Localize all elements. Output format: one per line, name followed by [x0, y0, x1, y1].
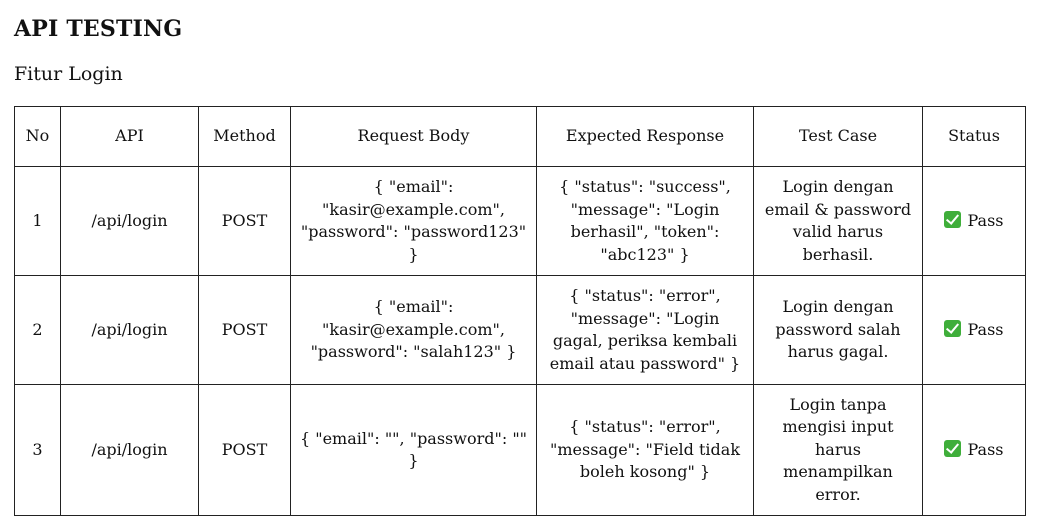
cell-method: POST [198, 166, 291, 276]
cell-request-body: { "email": "kasir@example.com", "passwor… [290, 166, 537, 276]
table-row: 3 /api/login POST { "email": "", "passwo… [14, 384, 1026, 516]
table-row: 1 /api/login POST { "email": "kasir@exam… [14, 166, 1026, 276]
api-test-table: No API Method Request Body Expected Resp… [14, 106, 1026, 516]
cell-status: Pass [922, 275, 1026, 385]
table-row: 2 /api/login POST { "email": "kasir@exam… [14, 275, 1026, 385]
page-subtitle: Fitur Login [14, 63, 123, 85]
cell-api: /api/login [60, 275, 199, 385]
cell-api: /api/login [60, 166, 199, 276]
status-label: Pass [967, 210, 1004, 230]
page-title: API TESTING [14, 16, 183, 42]
header-status: Status [922, 106, 1026, 167]
cell-method: POST [198, 275, 291, 385]
cell-expected-response: { "status": "error", "message": "Login g… [536, 275, 754, 385]
cell-expected-response: { "status": "success", "message": "Login… [536, 166, 754, 276]
status-label: Pass [967, 439, 1004, 459]
cell-no: 2 [14, 275, 61, 385]
header-test-case: Test Case [753, 106, 923, 167]
check-mark-icon [944, 319, 962, 337]
cell-expected-response: { "status": "error", "message": "Field t… [536, 384, 754, 516]
cell-request-body: { "email": "kasir@example.com", "passwor… [290, 275, 537, 385]
cell-status: Pass [922, 384, 1026, 516]
cell-no: 1 [14, 166, 61, 276]
cell-test-case: Login dengan email & password valid haru… [753, 166, 923, 276]
check-mark-icon [944, 210, 962, 228]
cell-api: /api/login [60, 384, 199, 516]
cell-status: Pass [922, 166, 1026, 276]
check-mark-icon [944, 439, 962, 457]
header-no: No [14, 106, 61, 167]
header-api: API [60, 106, 199, 167]
table-header-row: No API Method Request Body Expected Resp… [14, 106, 1026, 167]
cell-request-body: { "email": "", "password": "" } [290, 384, 537, 516]
header-expected-response: Expected Response [536, 106, 754, 167]
cell-method: POST [198, 384, 291, 516]
status-label: Pass [967, 319, 1004, 339]
cell-test-case: Login dengan password salah harus gagal. [753, 275, 923, 385]
header-method: Method [198, 106, 291, 167]
cell-no: 3 [14, 384, 61, 516]
header-request-body: Request Body [290, 106, 537, 167]
cell-test-case: Login tanpa mengisi input harus menampil… [753, 384, 923, 516]
